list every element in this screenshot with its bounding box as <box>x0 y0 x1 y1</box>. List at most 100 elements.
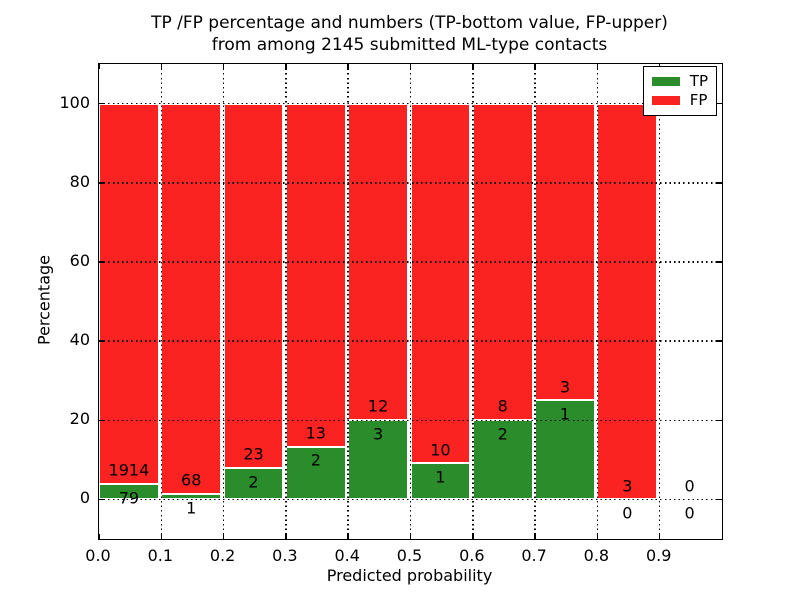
gridline-vertical <box>596 64 599 539</box>
y-tick-mark <box>717 340 722 342</box>
x-tick-label: 0.8 <box>583 546 610 565</box>
legend-item: TP <box>651 72 708 91</box>
fp-count-label: 12 <box>367 396 389 416</box>
gridline-vertical <box>222 64 225 539</box>
fp-count-label: 8 <box>497 396 508 416</box>
x-tick-mark <box>98 64 100 69</box>
y-tick-label: 20 <box>69 409 90 429</box>
tp-count-label: 1 <box>186 498 197 518</box>
tp-count-label: 1 <box>435 467 446 487</box>
y-tick-mark <box>717 498 722 501</box>
gridline-horizontal <box>99 498 722 501</box>
x-tick-label: 0.2 <box>209 546 236 565</box>
x-tick-mark <box>285 534 287 539</box>
gridline-vertical <box>409 64 412 539</box>
x-tick-mark <box>472 534 474 539</box>
tp-count-label: 0 <box>684 503 695 523</box>
fp-count-label: 23 <box>243 444 264 464</box>
fp-count-label: 3 <box>622 476 633 496</box>
x-tick-mark <box>409 534 412 539</box>
gridline-vertical <box>285 64 287 539</box>
gridline-vertical <box>534 64 536 539</box>
legend-swatch-fp <box>651 96 680 105</box>
gridline-vertical <box>347 64 349 539</box>
bar-segment-fp <box>285 103 346 447</box>
fp-count-label: 0 <box>684 476 695 496</box>
x-tick-mark <box>222 64 225 69</box>
fp-count-label: 68 <box>181 470 202 490</box>
y-tick-mark <box>99 419 104 421</box>
y-tick-mark <box>99 182 104 184</box>
y-tick-mark <box>717 419 722 421</box>
tp-count-label: 2 <box>310 450 321 470</box>
tp-count-label: 2 <box>248 472 259 492</box>
x-tick-label: 0.0 <box>85 546 111 565</box>
gridline-vertical <box>160 64 163 539</box>
gridline-horizontal <box>99 419 722 421</box>
chart-title-line1: TP /FP percentage and numbers (TP-bottom… <box>151 13 668 33</box>
chart-title-line2: from among 2145 submitted ML-type contac… <box>211 35 608 55</box>
tp-count-label: 79 <box>118 488 140 508</box>
x-tick-mark <box>222 534 225 539</box>
tp-count-label: 3 <box>373 424 384 444</box>
x-tick-label: 0.3 <box>272 546 298 565</box>
gridline-horizontal <box>99 102 722 105</box>
y-tick-mark <box>717 102 722 105</box>
y-tick-label: 80 <box>69 171 90 191</box>
bar-segment-fp <box>597 103 658 500</box>
y-tick-mark <box>99 102 104 105</box>
bar-segment-fp <box>410 103 471 464</box>
bar-segment-tp <box>535 400 595 500</box>
x-tick-mark <box>658 534 661 539</box>
y-tick-mark <box>717 182 722 184</box>
x-tick-mark <box>596 64 599 69</box>
y-tick-mark <box>717 261 722 263</box>
x-tick-label: 0.5 <box>396 546 423 565</box>
y-tick-label: 60 <box>69 250 90 270</box>
x-tick-label: 0.1 <box>147 546 174 565</box>
x-tick-label: 0.4 <box>334 546 360 565</box>
x-tick-mark <box>160 534 163 539</box>
x-axis-label: Predicted probability <box>326 566 493 585</box>
y-tick-label: 40 <box>69 330 90 350</box>
y-tick-label: 0 <box>79 488 90 508</box>
tp-count-label: 1 <box>559 404 571 424</box>
x-tick-mark <box>160 64 163 69</box>
gridline-vertical <box>472 64 474 539</box>
x-tick-mark <box>472 64 474 69</box>
x-tick-mark <box>596 534 599 539</box>
x-tick-mark <box>347 534 349 539</box>
bar-segment-fp <box>161 103 222 494</box>
x-tick-mark <box>347 64 349 69</box>
tp-count-label: 2 <box>497 424 508 444</box>
y-tick-label: 100 <box>59 92 90 112</box>
gridline-vertical <box>658 64 661 539</box>
bar-segment-fp <box>99 103 159 484</box>
y-tick-mark <box>99 498 104 501</box>
fp-count-label: 10 <box>430 440 451 460</box>
x-tick-mark <box>98 534 100 539</box>
x-tick-label: 0.7 <box>521 546 547 565</box>
fp-count-label: 1914 <box>108 460 150 480</box>
plot-area: 1914 79 68 1 23 2 13 2 12 3 10 1 8 2 3 1 3 0 0 0 TP FP <box>98 63 723 540</box>
y-tick-mark <box>99 261 104 263</box>
fp-count-label: 13 <box>305 423 326 443</box>
legend-item: FP <box>651 91 708 110</box>
legend: TP FP <box>642 66 717 116</box>
gridline-horizontal <box>99 261 722 263</box>
x-tick-mark <box>409 64 412 69</box>
gridline-horizontal <box>99 340 722 342</box>
y-tick-mark <box>99 340 104 342</box>
x-tick-label: 0.9 <box>645 546 672 565</box>
gridline-horizontal <box>99 182 722 184</box>
x-tick-mark <box>534 534 536 539</box>
tp-count-label: 0 <box>622 503 633 523</box>
legend-swatch-tp <box>651 77 680 86</box>
bar-segment-fp <box>223 103 284 468</box>
chart-title: TP /FP percentage and numbers (TP-bottom… <box>98 12 721 56</box>
bar-segment-fp <box>535 103 595 401</box>
fp-count-label: 3 <box>559 377 571 397</box>
x-tick-mark <box>285 64 287 69</box>
legend-label-tp: TP <box>689 72 708 90</box>
